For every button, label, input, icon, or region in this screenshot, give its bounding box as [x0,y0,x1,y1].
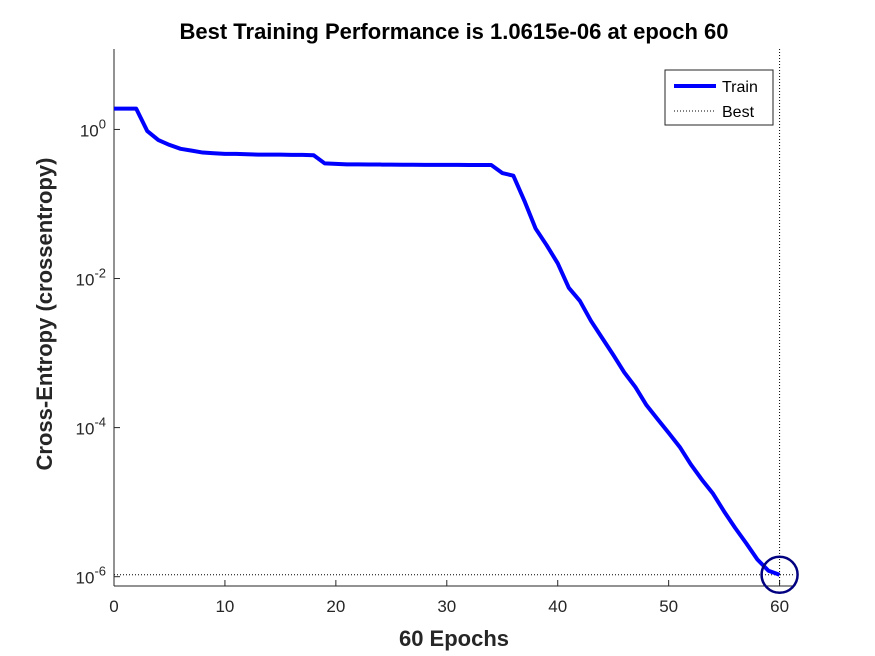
legend-box [664,69,774,126]
x-tick-label: 20 [326,597,345,616]
y-tick-label: 10-4 [76,415,106,439]
x-tick-label: 60 [770,597,789,616]
y-axis-label: Cross-Entropy (crossentropy) [32,158,57,471]
best-marker [760,555,799,595]
x-axis-label: 60 Epochs [399,626,509,651]
x-tick-label: 10 [215,597,234,616]
y-tick-label: 10-6 [76,564,106,588]
x-tick-label: 40 [548,597,567,616]
legend-best-label: Best [722,104,755,121]
y-tick-label: 10-2 [76,266,106,290]
series-line-train [114,106,781,577]
legend: Train Best [664,69,774,126]
y-tick-label: 100 [80,116,106,140]
chart-title: Best Training Performance is 1.0615e-06 … [179,19,728,44]
x-tick-label: 30 [437,597,456,616]
legend-train-label: Train [722,79,758,96]
x-tick-label: 0 [109,597,118,616]
x-tick-label: 50 [659,597,678,616]
